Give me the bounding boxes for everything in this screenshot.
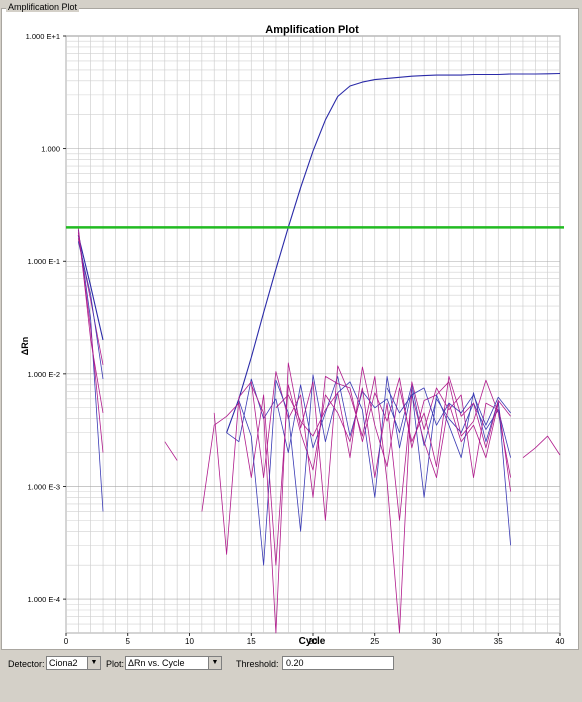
y-axis-label: ΔRn — [20, 337, 30, 355]
chevron-down-icon[interactable]: ▼ — [208, 657, 221, 669]
x-tick-label: 0 — [64, 637, 69, 646]
detector-value: Ciona2 — [49, 658, 78, 668]
x-tick-label: 30 — [432, 637, 441, 646]
noise-trace — [77, 241, 104, 380]
amplification-plot: Amplification Plot 0 5 10 15 20 25 30 35 40 1.000… — [20, 24, 565, 647]
x-tick-label: 20 — [309, 637, 318, 646]
x-tick-label: 10 — [185, 637, 194, 646]
chart-title: Amplification Plot — [265, 24, 359, 36]
noise-trace — [238, 374, 511, 566]
amplification-curve — [77, 72, 561, 433]
x-tick-label: 5 — [126, 637, 131, 646]
detector-label: Detector: — [8, 659, 45, 669]
chevron-down-icon[interactable]: ▼ — [87, 657, 100, 669]
noise-trace — [77, 232, 104, 453]
y-tick-label: 1.000 E-2 — [27, 370, 60, 379]
panel-caption: Amplification Plot — [6, 2, 80, 12]
plot-type-value: ΔRn vs. Cycle — [128, 658, 185, 668]
y-tick-label: 1.000 E-1 — [27, 257, 60, 266]
x-tick-label: 25 — [370, 637, 379, 646]
noise-trace — [522, 435, 561, 459]
noise-trace — [275, 366, 511, 467]
noise-trace — [213, 371, 511, 555]
y-tick-label: 1.000 E+1 — [26, 32, 60, 41]
detector-dropdown[interactable]: Ciona2 ▼ — [46, 656, 101, 670]
threshold-label: Threshold: — [236, 659, 279, 669]
x-tick-label: 40 — [556, 637, 565, 646]
plot-type-dropdown[interactable]: ΔRn vs. Cycle ▼ — [125, 656, 222, 670]
control-bar: Detector: Ciona2 ▼ Plot: ΔRn vs. Cycle ▼… — [0, 652, 582, 702]
noise-trace — [226, 376, 511, 458]
y-tick-label: 1.000 E-3 — [27, 482, 60, 491]
x-axis-label: Cycle — [299, 636, 326, 647]
noise-trace — [250, 362, 499, 634]
threshold-input[interactable]: 0.20 — [282, 656, 394, 670]
noise-trace — [164, 441, 178, 461]
noise-trace — [386, 387, 511, 426]
y-tick-label: 1.000 E-4 — [27, 595, 60, 604]
x-tick-label: 15 — [247, 637, 256, 646]
x-tick-label: 35 — [494, 637, 503, 646]
plot-label: Plot: — [106, 659, 125, 669]
y-tick-label: 1.000 — [41, 145, 60, 154]
